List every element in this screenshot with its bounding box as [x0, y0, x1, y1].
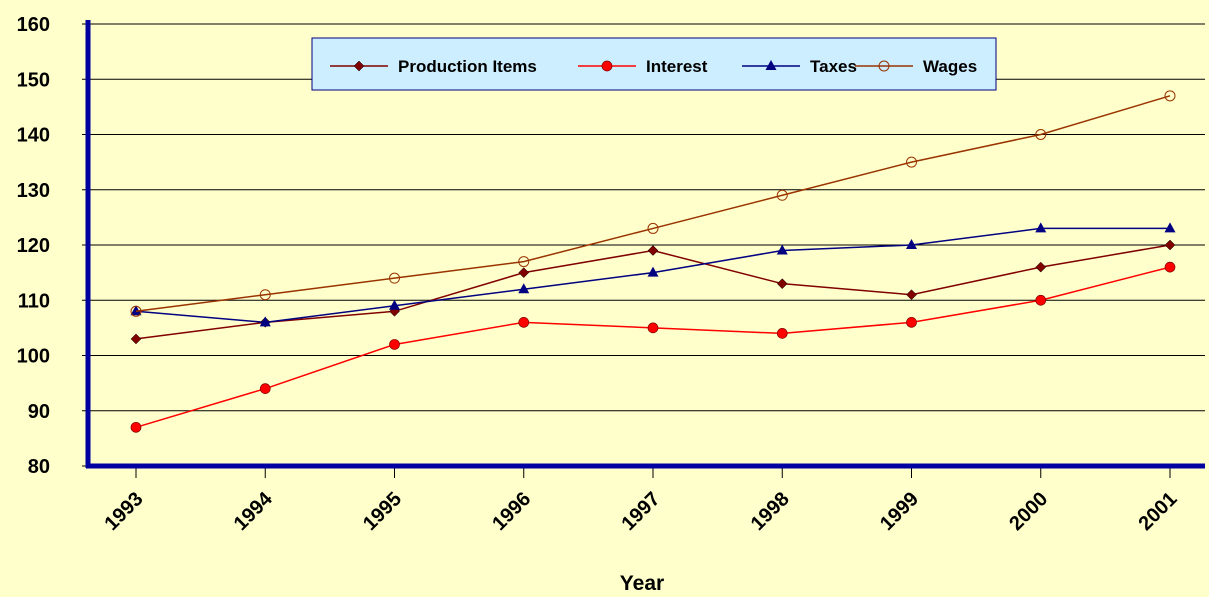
- y-tick-label: 100: [17, 346, 50, 368]
- y-tick-label: 90: [28, 401, 50, 423]
- x-tick-label: 1996: [488, 488, 535, 535]
- marker: [1164, 222, 1176, 233]
- legend-label: Wages: [923, 57, 977, 76]
- marker: [647, 222, 659, 234]
- x-axis-label: Year: [620, 572, 664, 595]
- marker: [1164, 261, 1176, 273]
- marker: [776, 328, 788, 339]
- x-tick-label: 1994: [230, 487, 278, 535]
- marker: [776, 278, 788, 290]
- x-tick-label: 1998: [747, 488, 794, 535]
- legend-label: Interest: [646, 57, 708, 76]
- marker: [130, 305, 142, 317]
- marker: [1035, 129, 1047, 140]
- marker: [647, 322, 659, 334]
- y-tick-label: 80: [28, 456, 50, 478]
- marker: [765, 60, 777, 70]
- marker: [518, 267, 530, 278]
- marker: [906, 317, 917, 328]
- marker: [776, 244, 788, 255]
- legend-label: Taxes: [810, 57, 857, 76]
- legend: Production Items Interest Taxes Wages: [311, 37, 997, 91]
- marker: [259, 289, 271, 301]
- series-line: [135, 95, 1171, 313]
- marker: [518, 317, 530, 328]
- marker: [259, 316, 271, 327]
- y-tick-label: 130: [17, 180, 50, 202]
- x-tick-label: 2001: [1135, 488, 1182, 535]
- marker: [601, 60, 613, 72]
- x-tick-label: 1993: [101, 488, 148, 535]
- legend-box: [311, 37, 997, 91]
- marker: [353, 60, 365, 72]
- marker: [1035, 222, 1047, 233]
- marker: [389, 299, 400, 310]
- y-tick-label: 140: [17, 125, 50, 147]
- marker: [906, 289, 917, 301]
- marker: [906, 156, 917, 168]
- marker: [389, 272, 400, 284]
- y-tick-label: 110: [18, 290, 50, 312]
- marker: [130, 305, 142, 316]
- marker: [647, 266, 659, 277]
- x-tick-label: 1997: [618, 488, 665, 535]
- marker: [389, 339, 400, 350]
- y-tick-label: 120: [17, 235, 50, 257]
- y-tick-label: 160: [17, 14, 50, 36]
- marker: [1164, 239, 1176, 251]
- x-tick-label: 2000: [1005, 488, 1052, 535]
- x-tick-label: 1995: [359, 488, 406, 535]
- marker: [518, 256, 530, 268]
- marker: [259, 383, 271, 394]
- marker: [518, 283, 530, 294]
- marker: [776, 189, 788, 201]
- marker: [1035, 261, 1047, 273]
- marker: [647, 245, 659, 256]
- marker: [906, 239, 917, 249]
- marker: [130, 333, 142, 345]
- marker: [130, 421, 142, 433]
- y-tick-label: 150: [17, 69, 50, 91]
- x-tick-label: 1999: [876, 488, 923, 535]
- legend-label: Production Items: [398, 57, 537, 76]
- marker: [1035, 294, 1047, 306]
- marker: [878, 60, 890, 72]
- marker: [1164, 90, 1176, 102]
